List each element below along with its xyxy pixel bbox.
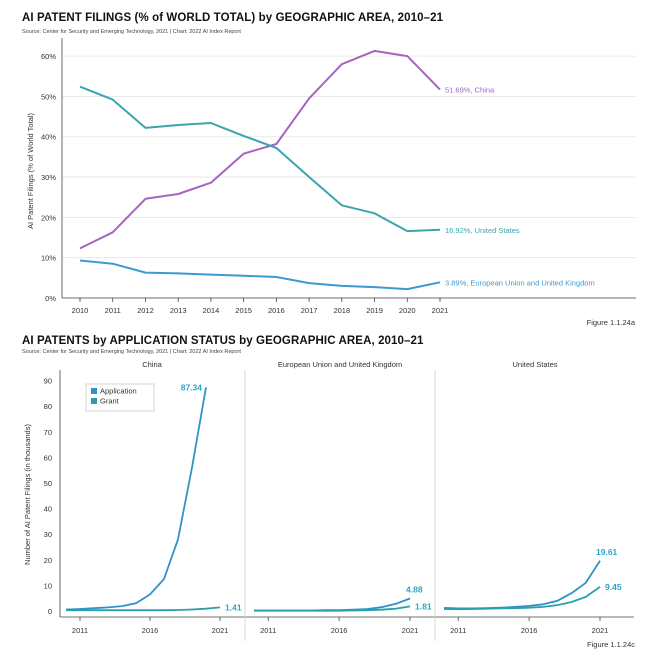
x-tick-label: 2016: [268, 306, 285, 315]
x-tick-label: 2017: [301, 306, 318, 315]
series-end-label: 9.45: [605, 582, 622, 592]
chart1-source: Source: Center for Security and Emerging…: [22, 29, 241, 35]
legend-swatch: [91, 398, 97, 404]
y-tick-label: 10%: [41, 254, 56, 263]
series-end-label: 1.81: [415, 601, 432, 611]
panel-title: United States: [512, 360, 557, 369]
series-line-european-union-and-united-kingdom: [79, 259, 441, 291]
x-tick-label: 2016: [142, 626, 159, 635]
x-tick-label: 2011: [72, 626, 88, 635]
x-tick-label: 2010: [72, 306, 89, 315]
series-line-grant: [443, 586, 601, 611]
y-axis-label: AI Patent Filings (% of World Total): [26, 112, 35, 229]
series-end-label: 19.61: [596, 547, 618, 557]
series-line-united-states: [79, 85, 441, 233]
x-tick-label: 2020: [399, 306, 416, 315]
legend-label: Grant: [100, 397, 120, 406]
x-tick-label: 2015: [235, 306, 252, 315]
legend-swatch: [91, 388, 97, 394]
series-end-label: 4.88: [406, 585, 423, 595]
x-tick-label: 2014: [203, 306, 220, 315]
y-tick-label: 90: [44, 377, 52, 386]
y-axis-label: Number of AI Patent Filings (in thousand…: [23, 424, 32, 565]
y-tick-label: 80: [44, 402, 52, 411]
x-tick-label: 2019: [366, 306, 383, 315]
x-tick-label: 2011: [105, 306, 121, 315]
panel-title: China: [142, 360, 162, 369]
chart1-title: AI PATENT FILINGS (% of WORLD TOTAL) by …: [22, 12, 444, 24]
panel-title: European Union and United Kingdom: [278, 360, 402, 369]
y-tick-label: 30: [44, 530, 52, 539]
x-tick-label: 2011: [260, 626, 276, 635]
series-end-label: 3.89%, European Union and United Kingdom: [445, 278, 595, 287]
x-tick-label: 2016: [331, 626, 348, 635]
chart2-source: Source: Center for Security and Emerging…: [22, 349, 241, 355]
x-tick-label: 2012: [137, 306, 154, 315]
x-tick-label: 2021: [212, 626, 229, 635]
y-tick-label: 60: [44, 453, 52, 462]
y-tick-label: 40%: [41, 133, 56, 142]
y-tick-label: 0: [48, 607, 52, 616]
x-tick-label: 2018: [333, 306, 350, 315]
y-tick-label: 30%: [41, 173, 56, 182]
y-tick-label: 60%: [41, 52, 56, 61]
y-tick-label: 10: [44, 581, 52, 590]
y-tick-label: 20: [44, 556, 52, 565]
series-line-grant: [66, 606, 221, 612]
series-end-label: 51.69%, China: [445, 86, 495, 95]
series-line-application: [65, 387, 207, 611]
x-tick-label: 2021: [402, 626, 419, 635]
y-tick-label: 70: [44, 428, 52, 437]
legend-box: [85, 383, 155, 412]
series-line-application: [443, 560, 601, 610]
series-end-label: 87.34: [181, 382, 203, 392]
chart2-figure-label: Figure 1.1.24c: [587, 640, 635, 649]
x-tick-label: 2021: [592, 626, 609, 635]
y-tick-label: 20%: [41, 213, 56, 222]
chart2-title: AI PATENTS by APPLICATION STATUS by GEOG…: [22, 335, 424, 347]
y-tick-label: 50%: [41, 92, 56, 101]
legend-label: Application: [100, 387, 137, 396]
series-line-china: [79, 49, 441, 250]
series-line-grant: [254, 605, 411, 612]
series-end-label: 1.41: [225, 602, 242, 612]
y-tick-label: 0%: [45, 294, 56, 303]
x-tick-label: 2021: [432, 306, 449, 315]
x-tick-label: 2016: [521, 626, 538, 635]
series-end-label: 16.92%, United States: [445, 226, 520, 235]
chart1-figure-label: Figure 1.1.24a: [586, 318, 635, 327]
x-tick-label: 2011: [450, 626, 466, 635]
y-tick-label: 50: [44, 479, 52, 488]
y-tick-label: 40: [44, 505, 52, 514]
x-tick-label: 2013: [170, 306, 187, 315]
